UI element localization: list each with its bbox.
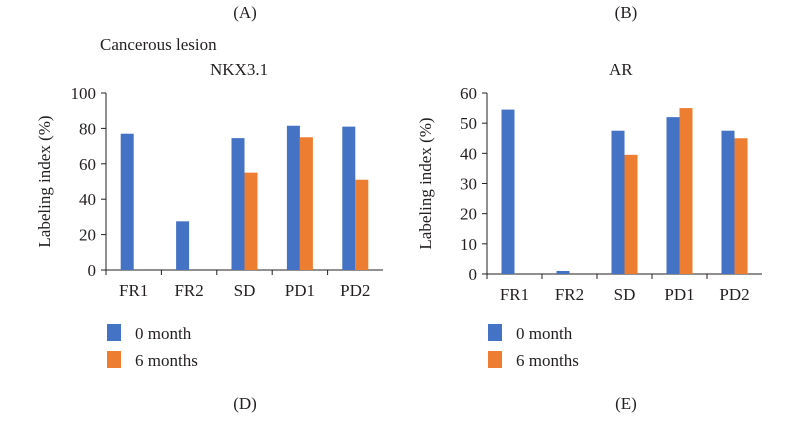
bar-month-0 <box>721 130 735 274</box>
x-tick-label: SD <box>614 285 636 304</box>
y-axis-label: Labeling index (%) <box>416 117 435 249</box>
bar-month-0 <box>611 130 625 274</box>
chart-title: AR <box>609 60 633 79</box>
bar-month-6 <box>624 154 638 274</box>
y-tick-label: 40 <box>79 190 96 209</box>
y-tick-label: 20 <box>79 226 96 245</box>
y-tick-label: 60 <box>460 84 477 103</box>
legend-swatch <box>488 351 502 368</box>
bar-month-0 <box>556 270 570 274</box>
x-tick-label: SD <box>234 281 256 300</box>
bar-month-0 <box>286 125 300 271</box>
bar-month-0 <box>501 109 515 274</box>
panel-label-a: (A) <box>233 3 257 22</box>
legend-label: 6 months <box>135 351 198 370</box>
y-tick-label: 50 <box>460 114 477 133</box>
y-tick-label: 60 <box>79 155 96 174</box>
bar-month-6 <box>244 172 258 270</box>
y-axis-label: Labeling index (%) <box>35 115 54 247</box>
x-tick-label: PD1 <box>285 281 315 300</box>
lesion-heading: Cancerous lesion <box>100 35 217 54</box>
ar-bar-chart: AR Labeling index (%) 0 10 20 30 40 50 60 FR1 FR2 S… <box>416 60 762 370</box>
x-tick-label: FR2 <box>174 281 203 300</box>
y-tick-label: 80 <box>79 119 96 138</box>
bar-month-6 <box>355 179 369 270</box>
bar-month-0 <box>666 117 680 274</box>
chart-title: NKX3.1 <box>210 60 268 79</box>
legend-label: 0 month <box>135 324 192 343</box>
x-tick-label: PD2 <box>340 281 370 300</box>
panel-label-e: (E) <box>615 394 637 413</box>
panel-label-b: (B) <box>615 3 638 22</box>
y-tick-label: 10 <box>460 235 477 254</box>
bar-month-6 <box>734 138 748 274</box>
panel-label-d: (D) <box>233 394 257 413</box>
bar-month-6 <box>679 108 693 274</box>
y-tick-label: 0 <box>469 265 478 284</box>
x-tick-label: PD2 <box>719 285 749 304</box>
legend-swatch <box>488 324 502 341</box>
legend-swatch <box>107 324 121 341</box>
y-tick-label: 40 <box>460 144 477 163</box>
x-tick-label: PD1 <box>664 285 694 304</box>
legend-swatch <box>107 351 121 368</box>
bar-month-0 <box>231 138 245 270</box>
bar-month-0 <box>342 126 356 270</box>
y-tick-label: 100 <box>71 84 97 103</box>
x-tick-label: FR1 <box>500 285 529 304</box>
y-tick-label: 0 <box>88 261 97 280</box>
legend-label: 0 month <box>516 324 573 343</box>
x-tick-label: FR2 <box>555 285 584 304</box>
x-tick-label: FR1 <box>119 281 148 300</box>
bar-month-0 <box>120 133 134 270</box>
y-tick-label: 30 <box>460 175 477 194</box>
bar-month-0 <box>176 221 190 270</box>
nkx31-bar-chart: NKX3.1 Labeling index (%) 0 20 40 60 80 100 FR1 F… <box>35 60 383 370</box>
y-tick-label: 20 <box>460 205 477 224</box>
bar-month-6 <box>299 137 313 270</box>
legend-label: 6 months <box>516 351 579 370</box>
